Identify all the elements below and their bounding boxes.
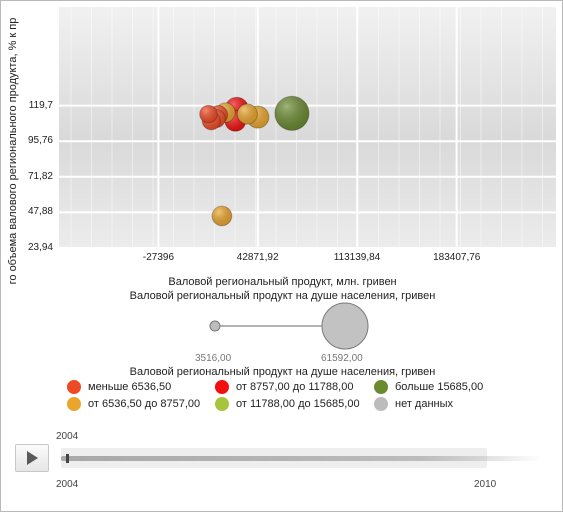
bubble-shading (237, 104, 258, 125)
y-tick-label: 47,88 (27, 206, 53, 218)
y-tick-label: 23,94 (27, 242, 53, 253)
timeline-current-year: 2004 (56, 431, 79, 442)
legend-label: больше 15685,00 (395, 381, 484, 393)
legend-label: меньше 6536,50 (88, 381, 172, 393)
color-legend-title: Валовой региональный продукт на душе нас… (129, 366, 436, 378)
color-legend-item: меньше 6536,50 (67, 380, 171, 394)
size-legend-max-circle (321, 302, 369, 350)
bubble[interactable] (236, 103, 258, 125)
bubble[interactable] (274, 95, 310, 131)
y-axis-title: го объема валового регионального продукт… (7, 17, 19, 285)
bubble-shading (212, 206, 232, 226)
play-icon (27, 451, 38, 465)
bubble-shading (199, 105, 218, 123)
y-tick-label: 95,76 (27, 135, 53, 147)
plot-background (59, 7, 556, 248)
size-axis-title: Валовой региональный продукт на душе нас… (129, 290, 436, 302)
timeline-handle[interactable] (66, 454, 69, 463)
legend-dot-icon (215, 380, 229, 394)
play-button[interactable] (15, 444, 49, 472)
timeline-track (61, 456, 541, 461)
legend-dot-icon (215, 397, 229, 411)
legend-label: от 11788,00 до 15685,00 (236, 398, 360, 410)
size-legend-min-label: 3516,00 (195, 353, 232, 364)
legend-dot-icon (374, 380, 388, 394)
x-tick-label: -27396 (142, 252, 175, 263)
x-tick-label: 42871,92 (236, 252, 279, 263)
bubble-shading (274, 96, 309, 131)
legend-dot-icon (67, 380, 81, 394)
y-tick-label: 71,82 (27, 170, 53, 182)
legend-label: от 8757,00 до 11788,00 (236, 381, 354, 393)
x-tick-label: 183407,76 (433, 252, 481, 263)
color-legend-item: от 6536,50 до 8757,00 (67, 397, 200, 411)
y-tick-label: 119,7 (28, 99, 53, 111)
x-tick-label: 113139,84 (333, 252, 381, 263)
bubble[interactable] (199, 104, 218, 124)
timeline-end-year: 2010 (474, 479, 497, 490)
legend-dot-icon (67, 397, 81, 411)
x-axis-title: Валовой региональный продукт, млн. гриве… (168, 276, 397, 288)
size-legend-max-label: 61592,00 (321, 353, 363, 364)
bubble[interactable] (211, 205, 233, 227)
legend-label: нет данных (395, 398, 454, 410)
color-legend-item: нет данных (374, 397, 453, 411)
legend-dot-icon (374, 397, 388, 411)
timeline-slider[interactable] (61, 448, 541, 468)
color-legend-item: от 8757,00 до 11788,00 (215, 380, 353, 394)
color-legend-item: от 11788,00 до 15685,00 (215, 397, 360, 411)
color-legend-item: больше 15685,00 (374, 380, 483, 394)
legend-label: от 6536,50 до 8757,00 (88, 398, 201, 410)
size-legend-min-circle (209, 320, 221, 332)
timeline-start-year: 2004 (56, 479, 79, 490)
